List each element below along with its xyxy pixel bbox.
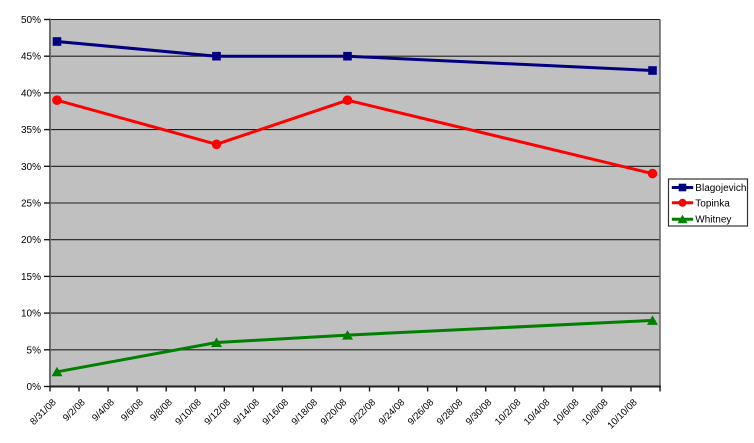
svg-text:10%: 10% xyxy=(21,309,41,320)
svg-text:40%: 40% xyxy=(21,88,41,99)
svg-text:20%: 20% xyxy=(21,235,41,246)
svg-text:Blagojevich: Blagojevich xyxy=(695,183,746,194)
svg-text:0%: 0% xyxy=(27,382,42,393)
svg-text:30%: 30% xyxy=(21,162,41,173)
svg-text:45%: 45% xyxy=(21,52,41,63)
svg-text:Whitney: Whitney xyxy=(695,215,731,226)
svg-text:35%: 35% xyxy=(21,125,41,136)
svg-text:15%: 15% xyxy=(21,272,41,283)
svg-text:5%: 5% xyxy=(27,345,42,356)
svg-text:Topinka: Topinka xyxy=(695,198,730,209)
svg-text:25%: 25% xyxy=(21,199,41,210)
svg-text:50%: 50% xyxy=(21,15,41,26)
